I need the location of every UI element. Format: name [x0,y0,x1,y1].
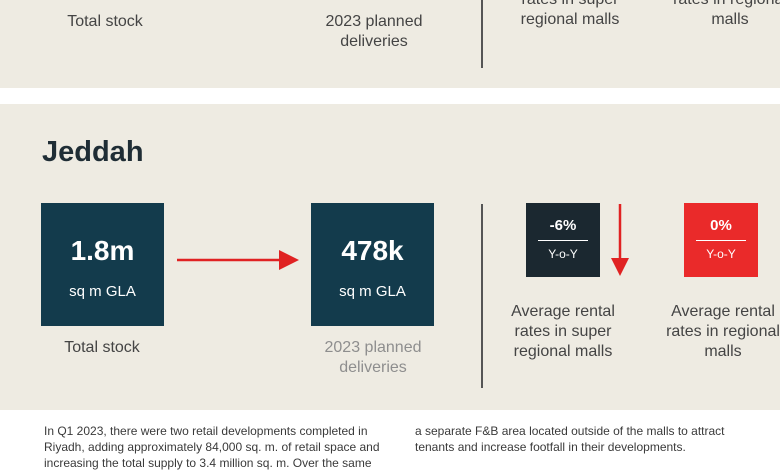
total-stock-unit: sq m GLA [69,283,136,300]
super-regional-change: -6% [549,217,577,234]
super-regional-period: Y-o-Y [548,247,578,261]
jeddah-divider [481,204,483,388]
jeddah-super-rate-label: Average rental rates in super regional m… [493,302,633,362]
body-text-right: a separate F&B area located outside of t… [415,423,775,455]
jeddah-super-line3: regional malls [513,343,613,360]
regional-period: Y-o-Y [706,247,736,261]
jeddah-super-line1: Average rental [511,303,615,320]
city-heading: Jeddah [42,136,144,168]
body-right-line2: tenants and increase footfall in their d… [415,440,686,454]
super-rate-line1: rates in super [500,0,640,10]
arrow-right-icon [177,250,299,270]
jeddah-regional-line1: Average rental [671,303,775,320]
planned-deliveries-value: 478k [341,235,404,266]
regional-rule [696,240,746,241]
super-regional-rule [538,240,588,241]
jeddah-regional-rate-label: Average rental rates in regional malls [653,302,780,362]
jeddah-planned-line2: deliveries [339,359,407,376]
regional-rate-line2: malls [711,11,749,28]
planned-deliveries-label: 2023 planned deliveries [300,12,448,52]
panel-divider [481,0,483,68]
regional-change: 0% [710,217,732,234]
body-left-line1: In Q1 2023, there were two retail develo… [44,424,368,438]
planned-label-line2: deliveries [340,33,408,50]
planned-label-line1: 2023 planned [325,13,423,30]
total-stock-box: 1.8m sq m GLA [41,203,164,326]
planned-deliveries-unit: sq m GLA [339,283,406,300]
body-left-line2: Riyadh, adding approximately 84,000 sq. … [44,440,380,454]
arrow-down-icon [611,204,629,276]
riyadh-panel: Total stock 2023 planned deliveries rate… [0,0,780,88]
jeddah-planned-line1: 2023 planned [324,339,422,356]
regional-rate-line1: rates in regional [660,0,780,10]
total-stock-label: Total stock [67,13,143,30]
jeddah-regional-line2: rates in regional [666,323,780,340]
body-text-left: In Q1 2023, there were two retail develo… [44,423,404,470]
jeddah-total-stock-label: Total stock [64,339,140,356]
body-right-line1: a separate F&B area located outside of t… [415,424,725,438]
super-regional-rate-label: rates in super regional malls [500,0,640,30]
jeddah-regional-line3: malls [704,343,742,360]
body-left-line3: increasing the total supply to 3.4 milli… [44,456,372,470]
regional-rate-label: rates in regional malls [660,0,780,30]
jeddah-super-line2: rates in super [514,323,612,340]
jeddah-planned-label: 2023 planned deliveries [298,338,448,378]
super-regional-rate-box: -6% Y-o-Y [526,203,600,277]
regional-rate-box: 0% Y-o-Y [684,203,758,277]
total-stock-value: 1.8m [70,235,135,266]
super-rate-line2: regional malls [520,11,620,28]
planned-deliveries-box: 478k sq m GLA [311,203,434,326]
